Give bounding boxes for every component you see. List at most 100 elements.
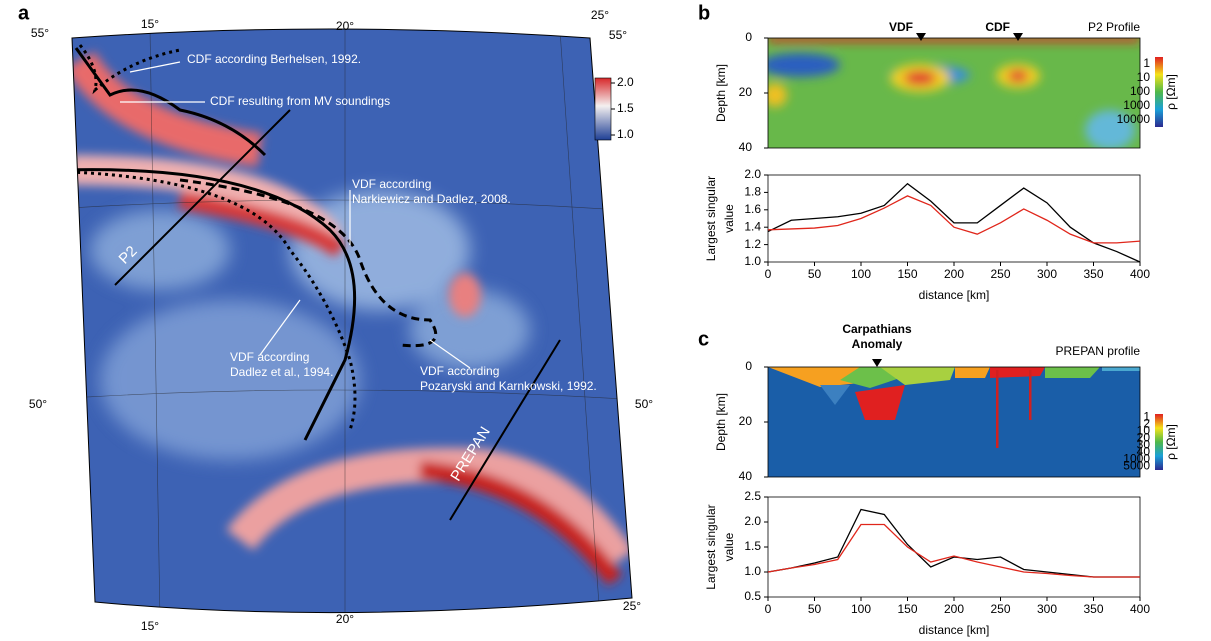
colorbar-label: 30: [1137, 438, 1151, 452]
y-axis-title: Depth [km]: [714, 64, 728, 122]
x-tick-label: 250: [990, 602, 1010, 616]
y-tick-label: 1.2: [744, 237, 761, 251]
map-annotation: Pozaryski and Karnkowski, 1992.: [420, 379, 597, 393]
x-tick-label: 200: [944, 267, 964, 281]
x-tick-label: 200: [944, 602, 964, 616]
colorbar-label: 20: [1137, 431, 1151, 445]
graticule-label: 55°: [31, 26, 49, 40]
x-tick-label: 400: [1130, 267, 1150, 281]
graticule-label: 55°: [609, 28, 627, 42]
y-tick-label: 2.0: [744, 514, 761, 528]
line: [767, 523, 1140, 578]
section-marker: VDF: [889, 20, 913, 34]
colorbar-label: 10000: [1117, 112, 1151, 126]
graticule-label: 20°: [336, 612, 354, 626]
x-tick-label: 150: [897, 602, 917, 616]
y-tick-label: 20: [739, 414, 753, 428]
section-b: [767, 33, 1163, 149]
graticule-label: 15°: [141, 619, 159, 633]
x-axis-title: distance [km]: [919, 623, 990, 637]
graticule-label: 20°: [336, 19, 354, 33]
y-tick-label: 40: [739, 140, 753, 154]
plot-frame: [767, 496, 1141, 598]
y-tick-label: 40: [739, 469, 753, 483]
colorbar-label: 10: [1137, 424, 1151, 438]
y-axis-title: Largest singular: [704, 504, 718, 589]
map-annotation: Narkiewicz and Dadlez, 2008.: [352, 192, 511, 206]
line: [767, 195, 1141, 244]
graticule-label: 25°: [623, 599, 641, 613]
y-tick-label: 20: [739, 85, 753, 99]
x-tick-label: 350: [1083, 267, 1103, 281]
colorbar-label: 1: [1143, 410, 1150, 424]
y-tick-label: 1.0: [744, 564, 761, 578]
y-tick-label: 0: [745, 359, 752, 373]
x-axis-title: distance [km]: [919, 288, 990, 302]
section-marker: CDF: [985, 20, 1010, 34]
section-marker: Carpathians: [842, 322, 912, 336]
colorbar-label: 100: [1130, 84, 1150, 98]
colorbar-label: 2.0: [617, 75, 634, 89]
panel-label: c: [698, 328, 709, 350]
map-annotation: CDF resulting from MV soundings: [210, 94, 390, 108]
plot-frame: [767, 174, 1141, 263]
x-tick-label: 100: [851, 267, 871, 281]
x-tick-label: 350: [1083, 602, 1103, 616]
x-tick-label: 300: [1037, 602, 1057, 616]
y-tick-label: 0.5: [744, 589, 761, 603]
section-colorbar: [1155, 414, 1163, 470]
colorbar-label: 1.0: [617, 127, 634, 141]
panel-label: b: [698, 2, 710, 24]
map: [71, 28, 633, 614]
y-axis-title: Largest singular: [704, 176, 718, 261]
x-tick-label: 50: [808, 602, 822, 616]
y-tick-label: 1.0: [744, 254, 761, 268]
line: [767, 182, 1141, 263]
colorbar-label: 1000: [1123, 98, 1150, 112]
x-tick-label: 100: [851, 602, 871, 616]
line: [767, 508, 1140, 578]
y-tick-label: 2.0: [744, 167, 761, 181]
graticule-label: 50°: [635, 397, 653, 411]
colorbar-label: 1000: [1123, 452, 1150, 466]
section-title: PREPAN profile: [1056, 344, 1141, 358]
section-c: [767, 359, 1163, 478]
colorbar-label: 1.5: [617, 101, 634, 115]
map-annotation: VDF according: [420, 364, 499, 378]
y-tick-label: 0: [745, 30, 752, 44]
section-title: P2 Profile: [1088, 20, 1140, 34]
y-tick-label: 1.4: [744, 219, 761, 233]
y-axis-title: value: [722, 204, 736, 233]
x-tick-label: 300: [1037, 267, 1057, 281]
colorbar-label: 1: [1143, 56, 1150, 70]
y-tick-label: 2.5: [744, 489, 761, 503]
y-tick-label: 1.6: [744, 202, 761, 216]
x-tick-label: 400: [1130, 602, 1150, 616]
y-tick-label: 1.8: [744, 185, 761, 199]
map-annotation: VDF according: [230, 350, 309, 364]
x-tick-label: 150: [897, 267, 917, 281]
colorbar-label: 40: [1137, 445, 1151, 459]
map-annotation: VDF according: [352, 177, 431, 191]
y-axis-title: value: [722, 532, 736, 561]
x-tick-label: 0: [765, 267, 772, 281]
graticule-label: 15°: [141, 17, 159, 31]
map-annotation: Dadlez et al., 1994.: [230, 365, 333, 379]
graticule-label: 50°: [29, 397, 47, 411]
colorbar-label: 5000: [1123, 459, 1150, 473]
section-colorbar: [1155, 57, 1163, 127]
y-axis-title: Depth [km]: [714, 393, 728, 451]
map-annotation: CDF according Berhelsen, 1992.: [187, 52, 361, 66]
colorbar-title: ρ [Ωm]: [1164, 74, 1178, 110]
colorbar-label: 2: [1143, 417, 1150, 431]
x-tick-label: 50: [808, 267, 822, 281]
y-tick-label: 1.5: [744, 539, 761, 553]
panel-label: a: [18, 2, 30, 24]
x-tick-label: 0: [765, 602, 772, 616]
x-tick-label: 250: [990, 267, 1010, 281]
graticule-label: 25°: [591, 8, 609, 22]
colorbar-label: 10: [1137, 70, 1151, 84]
map-colorbar: [594, 77, 612, 141]
